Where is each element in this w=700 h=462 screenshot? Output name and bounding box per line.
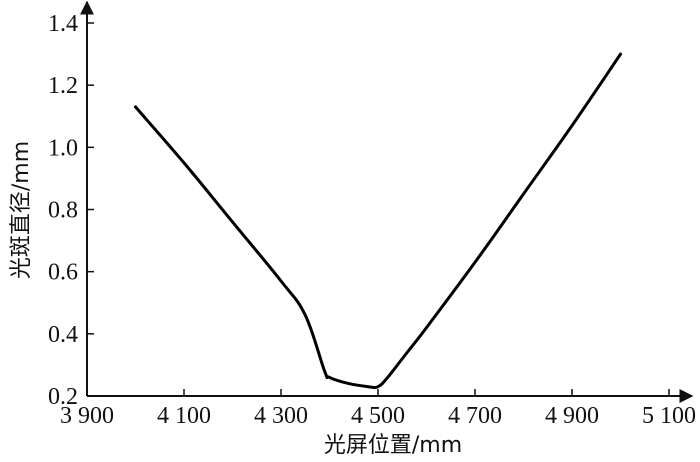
x-axis-title: 光屏位置/mm [324, 433, 462, 458]
y-axis-title: 光斑直径/mm [9, 141, 34, 279]
x-tick-label: 4 900 [545, 403, 599, 429]
y-tick-label: 1.4 [48, 11, 78, 37]
x-tick-label: 4 500 [351, 403, 405, 429]
y-tick-label: 0.2 [48, 384, 78, 410]
x-tick-label: 4 100 [157, 403, 211, 429]
y-tick-label: 0.4 [48, 322, 78, 348]
series-line [134, 52, 622, 390]
x-ticks: 3 900 4 100 4 300 4 500 4 700 4 900 5 100 [60, 389, 696, 429]
y-tick-label: 0.6 [48, 260, 78, 286]
x-tick-label: 5 100 [642, 403, 696, 429]
x-tick-label: 4 300 [254, 403, 308, 429]
y-tick-label: 1.0 [48, 135, 78, 161]
x-tick-label: 4 700 [448, 403, 502, 429]
y-ticks: 0.2 0.4 0.6 0.8 1.0 1.2 1.4 [48, 11, 94, 410]
y-tick-label: 0.8 [48, 198, 78, 224]
y-tick-label: 1.2 [48, 73, 78, 99]
series-layer [134, 52, 622, 390]
x-tick-label: 3 900 [60, 403, 114, 429]
